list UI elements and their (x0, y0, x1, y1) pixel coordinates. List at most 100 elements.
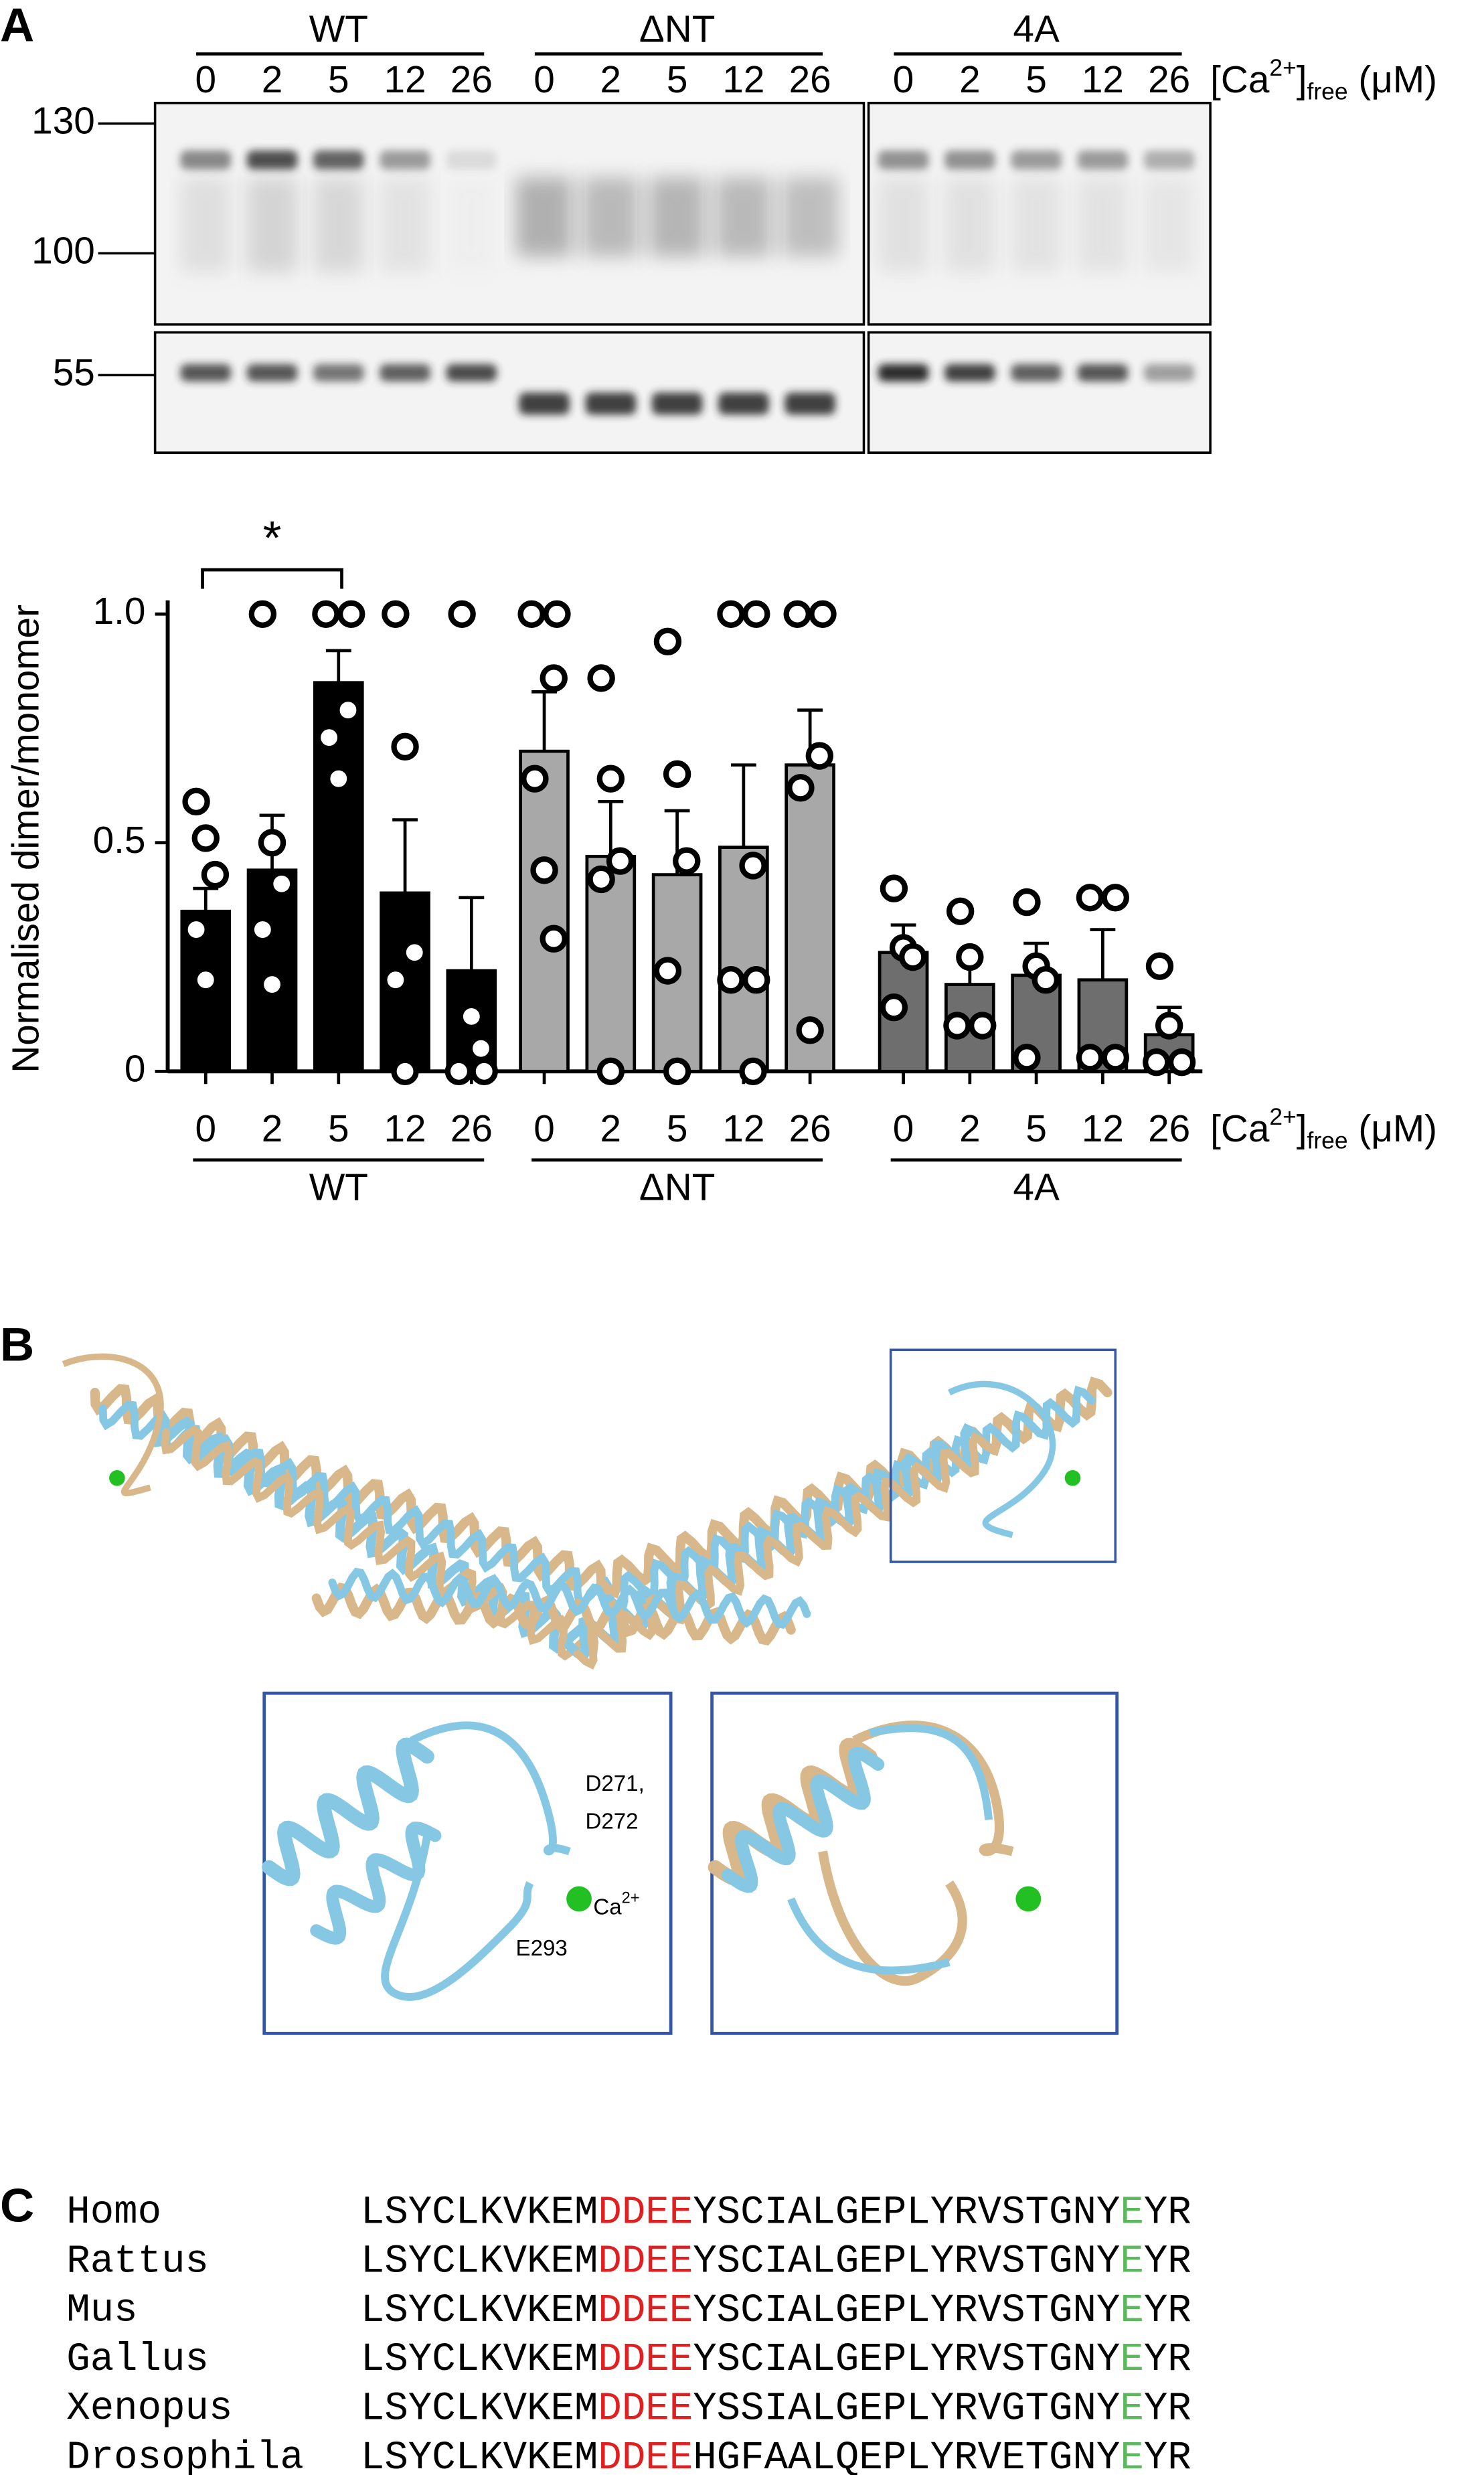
group-label: ΔNT (639, 8, 716, 50)
x-tick-label: 5 (1025, 1108, 1047, 1150)
data-point (448, 600, 476, 628)
blot-smear (1077, 177, 1129, 272)
sequence-segment: YSSIALGEPLYRVGTGNY (693, 2386, 1120, 2431)
blot-band (585, 392, 637, 415)
data-point (400, 939, 428, 967)
sequence-segment: HGFAALQEPLYRVETGNY (693, 2435, 1120, 2475)
data-point (268, 870, 296, 898)
blot-smear (649, 177, 706, 257)
sequence-segment: DDEE (598, 2190, 693, 2235)
data-point (1076, 884, 1104, 912)
blot-band (446, 150, 497, 170)
sequence-segment: E (1120, 2435, 1143, 2475)
blot-band (1011, 364, 1062, 382)
blot-band (180, 150, 232, 170)
y-axis-title: Normalised dimer/monomer (5, 605, 48, 1073)
sequence-segment: E (1120, 2190, 1143, 2235)
blot-band (878, 150, 929, 170)
sequence-segment: E (1120, 2386, 1143, 2431)
lane-label: 0 (893, 59, 914, 101)
y-tick-label: 0.5 (93, 819, 146, 862)
lane-label: 12 (1082, 59, 1124, 101)
sequence: LSYCLKVKEMDDEEYSCIALGEPLYRVSTGNYEYR (361, 2239, 1191, 2284)
calcium-ion (566, 1886, 592, 1912)
condition-part: ] (1297, 59, 1307, 101)
sequence-segment: DDEE (598, 2386, 693, 2431)
data-point (337, 600, 365, 628)
blot-smear (380, 177, 430, 272)
x-tick-label: 2 (959, 1108, 981, 1150)
data-point (517, 600, 546, 628)
bar (585, 854, 637, 1073)
lane-label: 26 (789, 59, 831, 101)
panel-label: A (0, 0, 34, 52)
residue-label: D271, (586, 1771, 645, 1796)
sequence: LSYCLKVKEMDDEEYSCIALGEPLYRVSTGNYEYR (361, 2337, 1191, 2382)
data-point (606, 847, 635, 875)
sequence-segment: YR (1144, 2190, 1191, 2235)
mw-marker: 100 (31, 230, 95, 272)
blot-band (380, 364, 430, 382)
data-point (596, 765, 625, 793)
sequence-segment: LSYCLKVKEM (361, 2190, 598, 2235)
data-point (540, 664, 568, 692)
x-tick-label: 2 (600, 1108, 622, 1150)
calcium-ion (1064, 1469, 1081, 1486)
species-name: Drosophila (66, 2435, 304, 2475)
bar (718, 846, 769, 1073)
species-name: Rattus (66, 2239, 209, 2284)
species-name: Gallus (66, 2337, 209, 2382)
group-label: WT (309, 8, 368, 50)
data-point (663, 1057, 691, 1086)
group-label: 4A (1013, 1167, 1060, 1209)
sequence-segment: DDEE (598, 2337, 693, 2382)
blot-band (246, 364, 298, 382)
sequence: LSYCLKVKEMDDEEHGFAALQEPLYRVETGNYEYR (361, 2435, 1191, 2475)
sequence-segment: DDEE (598, 2435, 693, 2475)
blot-smear (582, 177, 639, 257)
protein-ribbon (161, 1425, 599, 1661)
blot-band (180, 364, 232, 382)
blot-band (1143, 150, 1195, 170)
x-tick-label: 12 (384, 1108, 426, 1150)
x-tick-label: 5 (328, 1108, 349, 1150)
x-tick-label: 2 (262, 1108, 283, 1150)
x-tick-label: 0 (893, 1108, 914, 1150)
calcium-ion (1015, 1886, 1042, 1912)
calcium-ion (109, 1469, 125, 1486)
data-point (457, 1002, 486, 1031)
blot-smear (1143, 177, 1195, 272)
blot-smear (1011, 177, 1062, 272)
protein-ribbon (310, 1821, 442, 1945)
data-point (787, 774, 815, 802)
data-point (391, 1057, 419, 1086)
ion-charge: 2+ (622, 1890, 640, 1907)
data-point (467, 1034, 495, 1062)
data-point (248, 600, 277, 628)
data-point (382, 966, 410, 994)
data-point (653, 627, 682, 655)
data-point (1013, 888, 1041, 916)
protein-ribbon (328, 1567, 811, 1629)
data-point (1101, 1044, 1129, 1072)
condition-label: [Ca2+]free (μM) (1210, 1104, 1437, 1154)
zoom-box (889, 1348, 1117, 1563)
group-label: WT (309, 1167, 368, 1209)
blot-band (785, 392, 835, 415)
data-point (880, 874, 908, 902)
condition-part: ] (1297, 1108, 1307, 1150)
blot-band (718, 392, 769, 415)
blot-band (313, 364, 364, 382)
sequence-segment: LSYCLKVKEM (361, 2239, 598, 2284)
protein-ribbon (262, 1737, 434, 1887)
lane-label: 2 (600, 59, 622, 101)
blot-band (313, 150, 364, 170)
panel-label: B (0, 1319, 34, 1372)
y-tick-label: 0 (125, 1048, 146, 1090)
data-point (1076, 1044, 1104, 1072)
data-point (470, 1057, 498, 1086)
blot-band (1077, 150, 1129, 170)
significance-bracket (201, 568, 343, 589)
sequence-segment: DDEE (598, 2239, 693, 2284)
